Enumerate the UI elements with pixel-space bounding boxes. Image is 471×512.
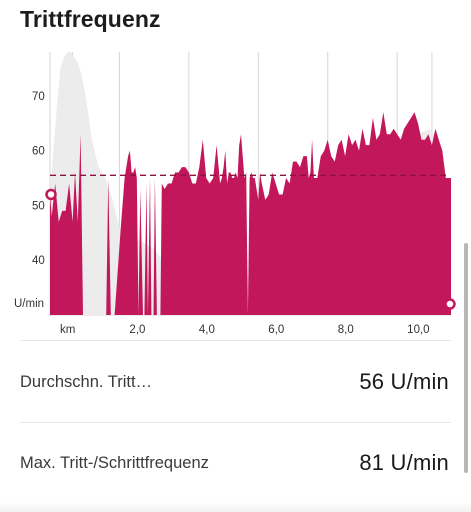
divider	[20, 422, 451, 423]
x-tick-label: 6,0	[268, 324, 284, 336]
stat-row-average-cadence[interactable]: Durchschn. Tritt… 56 U/min	[20, 362, 449, 402]
x-tick-label: 2,0	[129, 324, 145, 336]
x-axis-label: km	[60, 324, 75, 336]
scrollbar[interactable]	[464, 243, 468, 473]
chart-main-series	[50, 112, 451, 315]
chart-markers[interactable]	[45, 188, 456, 310]
cadence-area	[50, 112, 451, 315]
divider	[20, 340, 451, 341]
bottom-edge	[0, 502, 471, 512]
stat-label-max: Max. Tritt-/Schrittfrequenz	[20, 453, 209, 472]
stat-value-average: 56 U/min	[359, 369, 449, 394]
x-tick-label: 4,0	[199, 324, 215, 336]
y-tick-label: 60	[32, 146, 45, 158]
y-tick-label: 50	[32, 200, 45, 212]
start-marker[interactable]	[45, 188, 57, 201]
stat-label-average: Durchschn. Tritt…	[20, 372, 153, 391]
x-tick-label: 10,0	[407, 324, 429, 336]
y-axis-label: U/min	[14, 298, 44, 310]
x-tick-label: 8,0	[338, 324, 354, 336]
y-tick-label: 70	[32, 91, 45, 103]
cadence-chart: 40 50 60 70 U/min km 2,0 4,0 6,0 8,0 10,0	[14, 52, 456, 336]
stat-value-max: 81 U/min	[359, 450, 449, 475]
chart-axis-labels: 40 50 60 70 U/min km 2,0 4,0 6,0 8,0 10,0	[14, 91, 430, 336]
page-title: Trittfrequenz	[20, 6, 161, 32]
end-marker[interactable]	[444, 298, 456, 310]
y-tick-label: 40	[32, 255, 45, 267]
stat-row-max-cadence[interactable]: Max. Tritt-/Schrittfrequenz 81 U/min	[20, 443, 449, 483]
